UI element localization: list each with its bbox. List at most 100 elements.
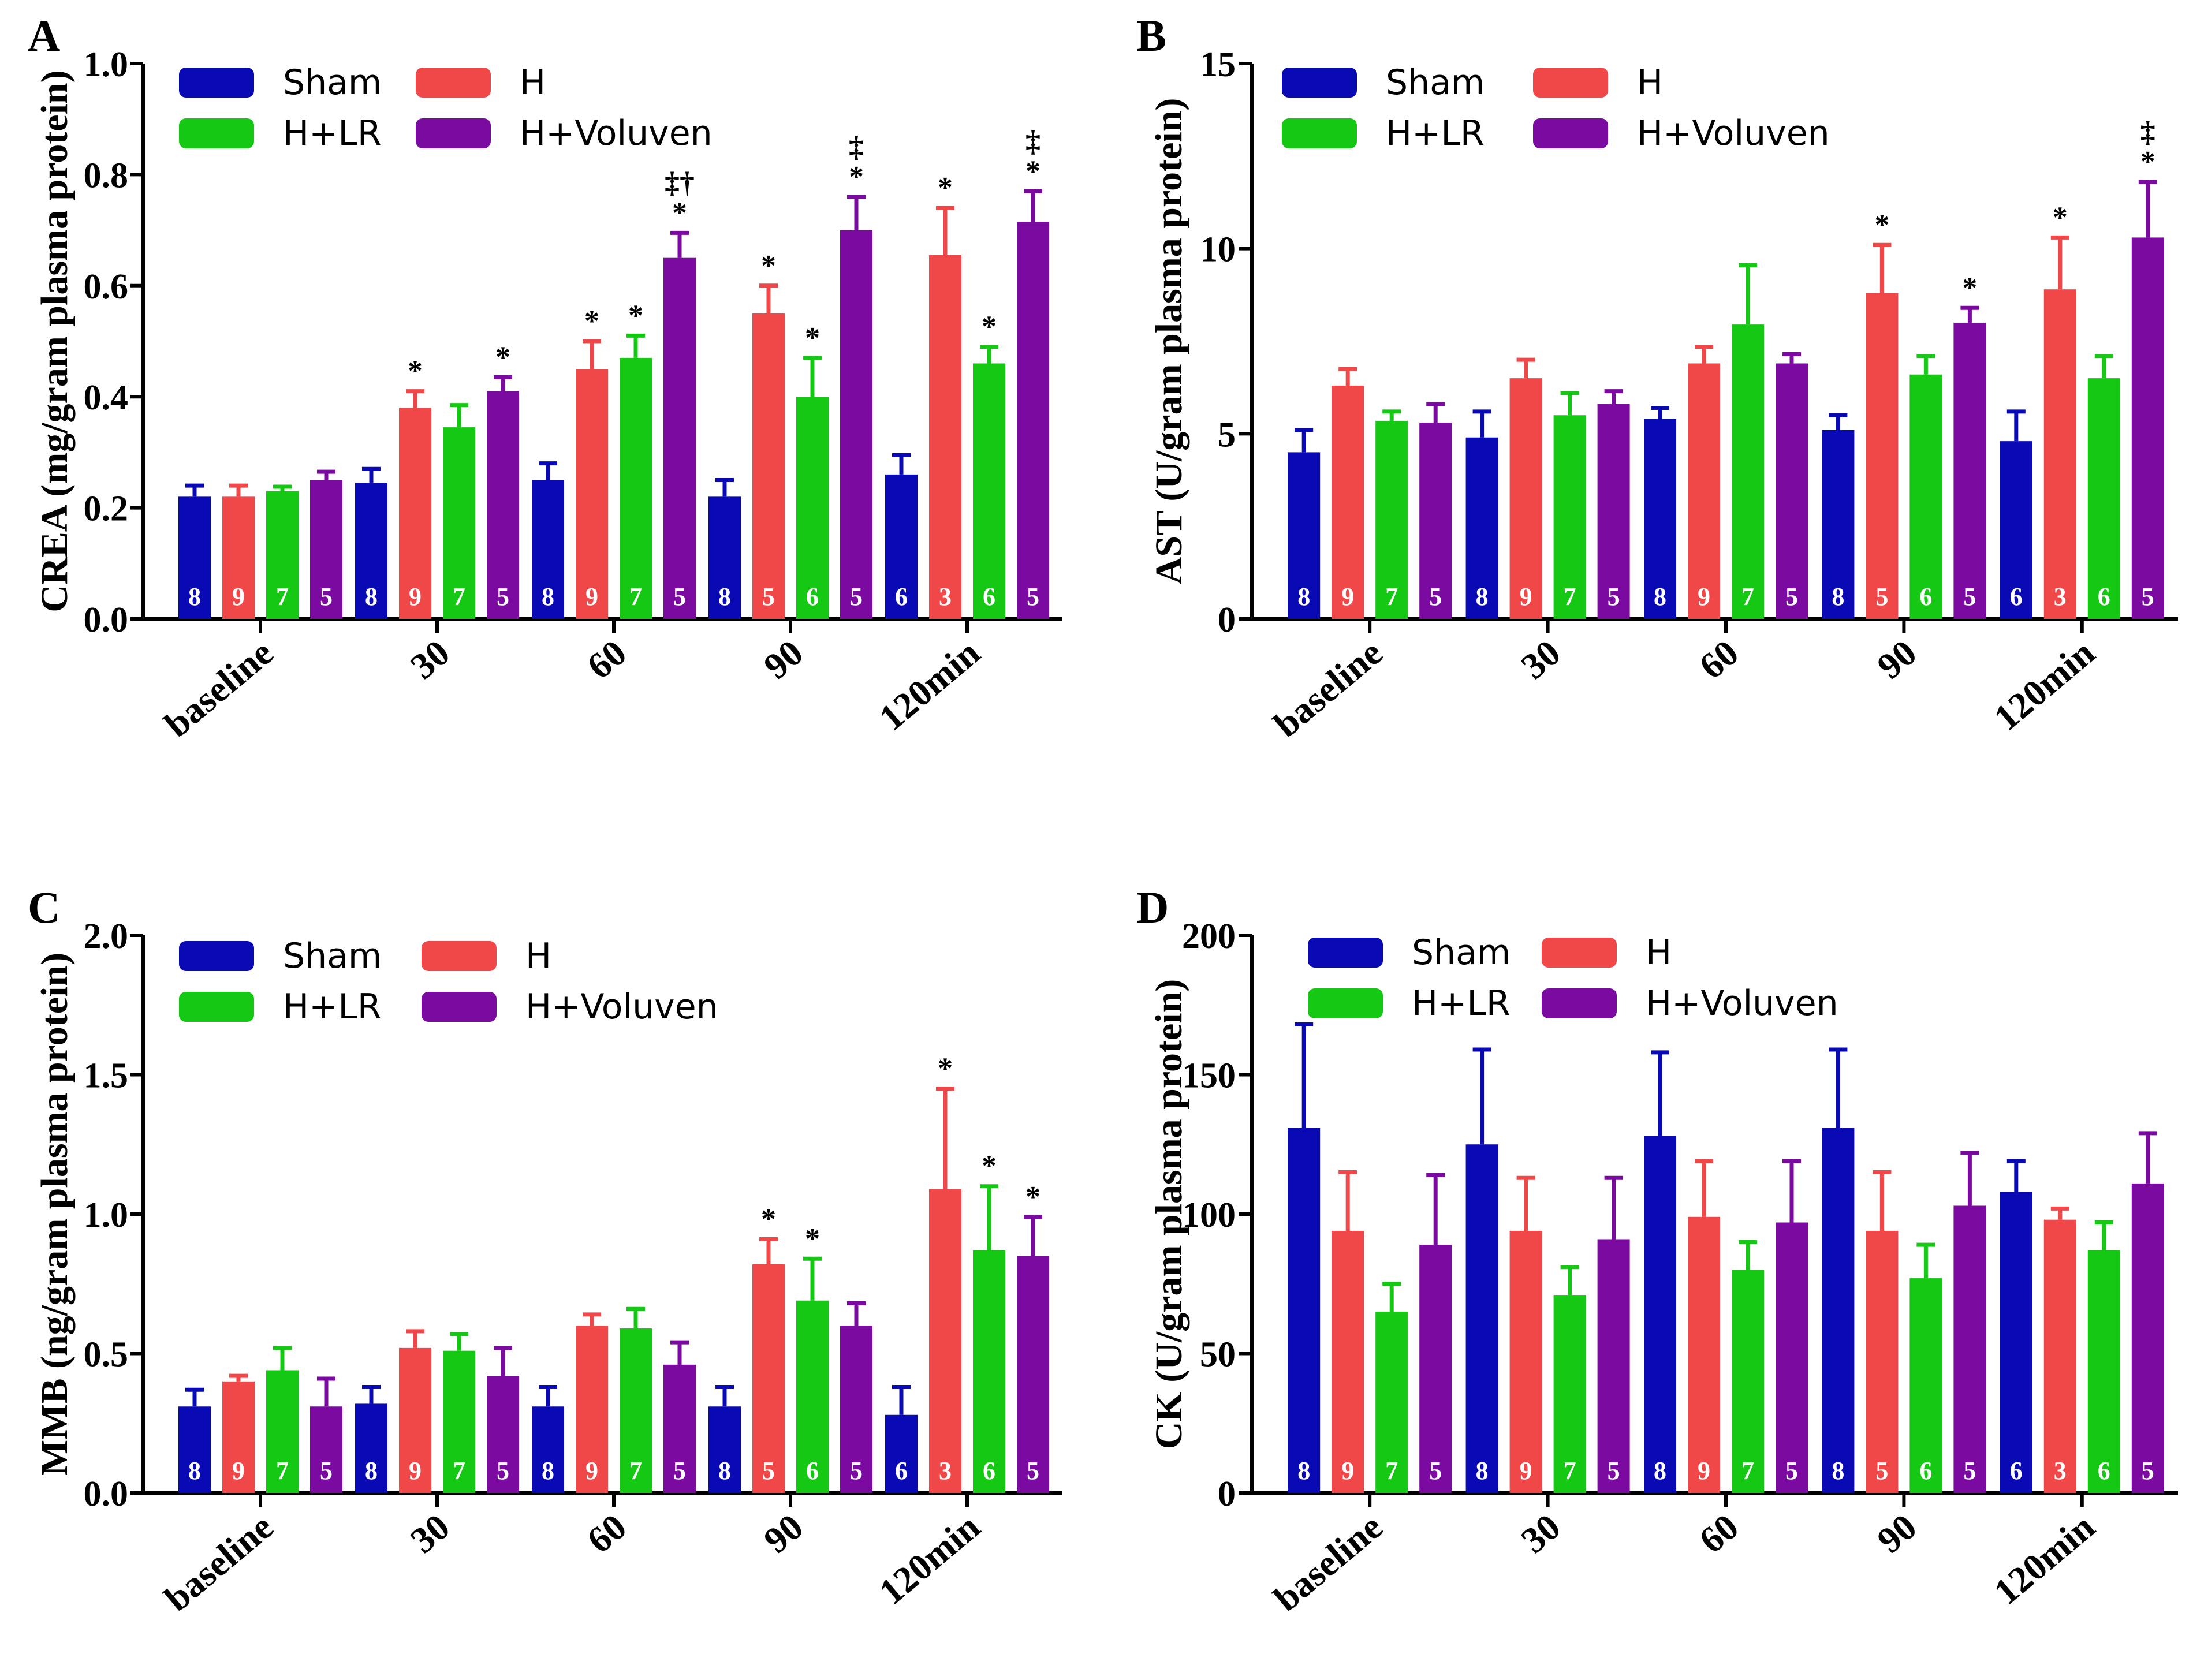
bar-n-label: 6 bbox=[895, 583, 908, 611]
panel-b: B AST (U/gram plasma protein) 0 5 10 15 baseli… bbox=[1136, 10, 2178, 745]
bar bbox=[1776, 363, 1808, 619]
bar bbox=[1732, 1270, 1764, 1493]
bar bbox=[1419, 423, 1452, 619]
panel-letter: D bbox=[1136, 882, 1169, 932]
bar bbox=[2043, 289, 2076, 619]
bar-n-label: 5 bbox=[320, 1457, 333, 1485]
y-tick-label: 1.5 bbox=[84, 1056, 129, 1096]
bar-n-label: 9 bbox=[1520, 1457, 1532, 1485]
significance-mark: ‡ bbox=[849, 130, 864, 163]
legend-swatch bbox=[1533, 118, 1608, 148]
bar bbox=[1509, 378, 1542, 619]
legend-swatch bbox=[179, 941, 254, 971]
y-tick-label: 0.0 bbox=[84, 600, 129, 640]
bar bbox=[929, 1189, 961, 1493]
bar bbox=[663, 257, 696, 619]
bar bbox=[399, 1347, 431, 1493]
bar-n-label: 8 bbox=[1832, 583, 1844, 611]
bar bbox=[1375, 420, 1408, 619]
x-tick-label: 90 bbox=[1870, 1506, 1925, 1561]
x-tick-label: 90 bbox=[1870, 632, 1925, 687]
bar bbox=[1332, 385, 1364, 619]
y-tick-label: 0.5 bbox=[84, 1335, 129, 1375]
bar bbox=[399, 408, 431, 619]
bar-n-label: 5 bbox=[1429, 1457, 1442, 1485]
y-tick-label: 10 bbox=[1200, 230, 1236, 270]
bar bbox=[443, 427, 475, 619]
x-tick-label: 30 bbox=[402, 1506, 457, 1561]
bar bbox=[222, 1381, 255, 1493]
bar-n-label: 6 bbox=[2010, 583, 2023, 611]
bar-n-label: 8 bbox=[718, 583, 731, 611]
bar bbox=[708, 1406, 741, 1493]
legend-label: H+Voluven bbox=[1637, 113, 1830, 154]
x-tick-label: 30 bbox=[402, 632, 457, 687]
bar bbox=[310, 480, 342, 619]
bar-n-label: 8 bbox=[1297, 583, 1310, 611]
bar-n-label: 7 bbox=[629, 1457, 642, 1485]
legend-swatch bbox=[422, 941, 497, 971]
legend-swatch bbox=[179, 118, 254, 148]
legend-swatch bbox=[179, 68, 254, 98]
bar bbox=[796, 397, 829, 619]
bar-n-label: 7 bbox=[453, 1457, 465, 1485]
bar-n-label: 7 bbox=[1385, 1457, 1398, 1485]
bar-n-label: 5 bbox=[673, 583, 686, 611]
panel-a: A CREA (mg/gram plasma protein)0.0 0.2 0.4 0… bbox=[28, 10, 1062, 745]
bar bbox=[1866, 1230, 1899, 1493]
bar-n-label: 9 bbox=[232, 583, 245, 611]
bar-n-label: 6 bbox=[806, 583, 819, 611]
bar bbox=[1288, 452, 1321, 619]
bar bbox=[355, 483, 387, 619]
x-tick-label: 60 bbox=[1691, 1506, 1746, 1561]
x-tick-label: 120min bbox=[1986, 1506, 2102, 1612]
bar bbox=[1465, 1144, 1498, 1493]
bar bbox=[1644, 419, 1676, 619]
bar bbox=[885, 474, 918, 619]
bar bbox=[1909, 374, 1942, 619]
bar-n-label: 6 bbox=[983, 1457, 995, 1485]
bar-n-label: 3 bbox=[2054, 1457, 2067, 1485]
legend-label: H bbox=[1646, 932, 1672, 973]
bar-n-label: 6 bbox=[1919, 1457, 1932, 1485]
bar-n-label: 9 bbox=[409, 583, 422, 611]
bar bbox=[1822, 1128, 1855, 1493]
bar bbox=[576, 1326, 608, 1493]
bar-n-label: 5 bbox=[762, 1457, 775, 1485]
legend-swatch bbox=[416, 118, 491, 148]
y-tick-label: 0.8 bbox=[84, 156, 129, 195]
bar bbox=[1553, 415, 1586, 619]
bar-n-label: 5 bbox=[1027, 1457, 1039, 1485]
bar-n-label: 8 bbox=[718, 1457, 731, 1485]
bar-n-label: 6 bbox=[806, 1457, 819, 1485]
bar-n-label: 5 bbox=[850, 583, 863, 611]
bar bbox=[2087, 1250, 2120, 1493]
bar bbox=[2087, 378, 2120, 619]
bar-n-label: 8 bbox=[542, 1457, 554, 1485]
legend-label: H+LR bbox=[1386, 113, 1485, 154]
x-tick-label: 120min bbox=[871, 1506, 987, 1612]
bar bbox=[840, 230, 872, 619]
legend-label: H bbox=[525, 936, 551, 976]
bar-n-label: 8 bbox=[1476, 1457, 1489, 1485]
bar-n-label: 9 bbox=[1341, 583, 1354, 611]
significance-mark: * bbox=[938, 1052, 953, 1085]
panel-letter: B bbox=[1136, 10, 1166, 61]
bar bbox=[620, 1328, 652, 1493]
bar bbox=[1553, 1295, 1586, 1493]
bar-n-label: 8 bbox=[542, 583, 554, 611]
significance-mark: * bbox=[805, 322, 820, 354]
bar-n-label: 5 bbox=[850, 1457, 863, 1485]
bar bbox=[2000, 1192, 2032, 1493]
bar bbox=[355, 1403, 387, 1493]
legend-label: H bbox=[520, 62, 546, 103]
bar bbox=[1419, 1245, 1452, 1493]
legend-label: Sham bbox=[283, 62, 382, 103]
bar-n-label: 5 bbox=[1429, 583, 1442, 611]
legend-swatch bbox=[416, 68, 491, 98]
y-tick-label: 150 bbox=[1182, 1056, 1236, 1096]
significance-mark: * bbox=[1025, 1181, 1040, 1214]
bar-n-label: 6 bbox=[1919, 583, 1932, 611]
legend: Sham H H+LR H+Voluven bbox=[1308, 932, 1838, 1024]
bar-n-label: 6 bbox=[2098, 583, 2110, 611]
